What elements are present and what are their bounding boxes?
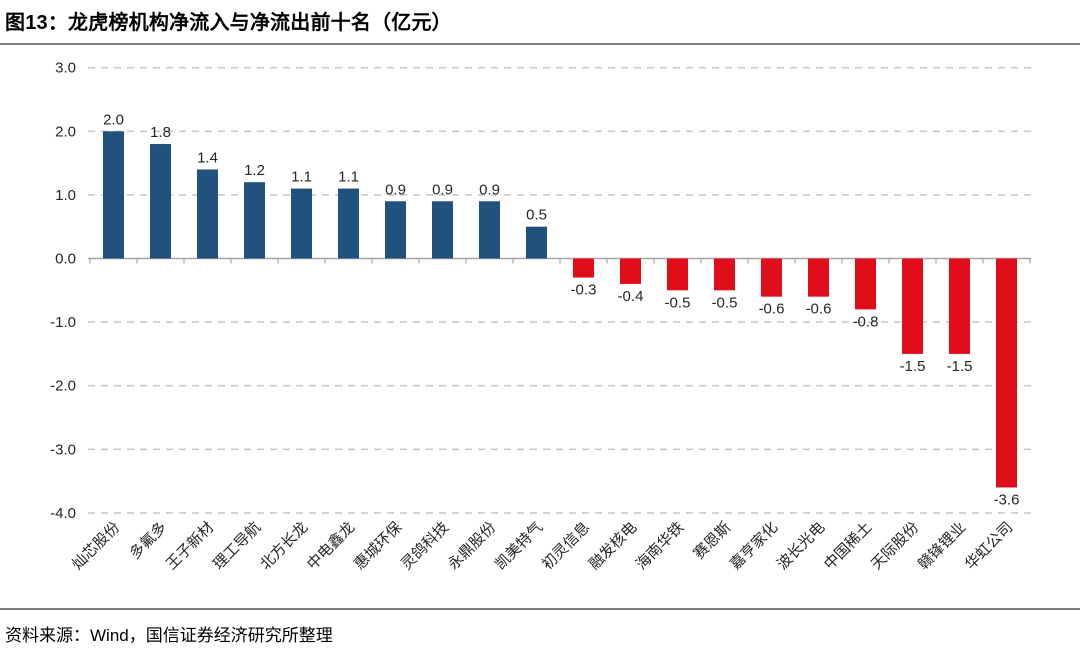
bar-value-label: 0.9 [385, 181, 406, 198]
bar-chart: 3.0 2.0 1.0 0.0 -1.0 -2.0 -3.0 -4.0 2.0 灿芯股份 1.8 多氟… [0, 46, 1080, 608]
bar [385, 201, 406, 259]
bar-value-label: -0.6 [759, 301, 785, 318]
bar-value-label: 0.9 [432, 181, 453, 198]
y-tick-label: -3.0 [50, 441, 76, 458]
footer-divider [0, 608, 1080, 610]
category-label: 赛恩斯 [690, 519, 734, 563]
bar-value-label: -0.5 [712, 294, 738, 311]
category-label: 理工导航 [210, 519, 264, 573]
category-label: 灵鸽科技 [398, 519, 452, 573]
category-label: 中电鑫龙 [303, 518, 358, 573]
bar [244, 182, 265, 259]
category-label: 海南华铁 [633, 519, 687, 573]
category-label: 北方长龙 [257, 519, 311, 573]
bar-value-label: -0.5 [665, 294, 691, 311]
y-tick-label: 2.0 [55, 123, 76, 140]
bar [761, 258, 782, 297]
bar [714, 258, 735, 291]
figure-title: 图13：龙虎榜机构净流入与净流出前十名（亿元） [5, 12, 452, 34]
bar [573, 258, 594, 278]
category-label: 灿芯股份 [69, 519, 123, 573]
bar [338, 188, 359, 259]
bar-value-label: 1.1 [291, 169, 312, 186]
bar-value-label: -0.3 [571, 282, 597, 299]
bar-value-label: -0.8 [853, 313, 879, 330]
bar-value-label: 1.8 [150, 124, 171, 141]
bar [479, 201, 500, 259]
bar [949, 258, 970, 354]
bar [808, 258, 829, 297]
bar-value-label: -0.4 [618, 288, 644, 305]
bar-chart-canvas: 3.0 2.0 1.0 0.0 -1.0 -2.0 -3.0 -4.0 2.0 灿芯股份 1.8 多氟… [50, 60, 1031, 573]
y-tick-label: 1.0 [55, 187, 76, 204]
category-label: 天际股份 [868, 519, 922, 573]
bar-value-label: 0.9 [479, 181, 500, 198]
bar [996, 258, 1017, 488]
bar [526, 226, 547, 259]
bar [291, 188, 312, 259]
bar [855, 258, 876, 310]
bar-value-label: 0.5 [526, 207, 547, 224]
bar-value-label: -0.6 [806, 301, 832, 318]
bar [620, 258, 641, 284]
bar [103, 131, 124, 259]
source-note: 资料来源：Wind，国信证券经济研究所整理 [5, 626, 333, 645]
category-label: 多氟多 [126, 519, 170, 563]
bar [197, 169, 218, 259]
category-label: 融发核电 [586, 519, 640, 573]
category-label: 华虹公司 [962, 519, 1016, 573]
y-tick-label: 3.0 [55, 60, 76, 77]
bar [667, 258, 688, 291]
y-tick-label: -4.0 [50, 505, 76, 522]
bar-value-label: 1.4 [197, 149, 218, 166]
title-divider [0, 43, 1080, 45]
y-tick-label: -1.0 [50, 314, 76, 331]
category-label: 嘉亨家化 [727, 519, 781, 573]
y-tick-label: -2.0 [50, 378, 76, 395]
bar-value-label: -1.5 [947, 358, 973, 375]
bar [150, 144, 171, 259]
bar [432, 201, 453, 259]
bar-value-label: -1.5 [900, 358, 926, 375]
category-label: 永鼎股份 [445, 519, 499, 573]
bar-value-label: 1.2 [244, 162, 265, 179]
category-label: 王子新材 [163, 519, 217, 573]
category-label: 初灵信息 [539, 519, 593, 573]
bar-value-label: 2.0 [103, 111, 124, 128]
category-label: 波长光电 [774, 519, 828, 573]
category-label: 中国稀土 [821, 519, 875, 573]
bar-value-label: -3.6 [994, 491, 1020, 508]
bar [902, 258, 923, 354]
y-tick-label: 0.0 [55, 251, 76, 268]
category-label: 赣锋锂业 [915, 519, 969, 573]
category-label: 惠城环保 [351, 519, 405, 573]
bar-value-label: 1.1 [338, 169, 359, 186]
category-label: 凯美特气 [492, 519, 546, 573]
